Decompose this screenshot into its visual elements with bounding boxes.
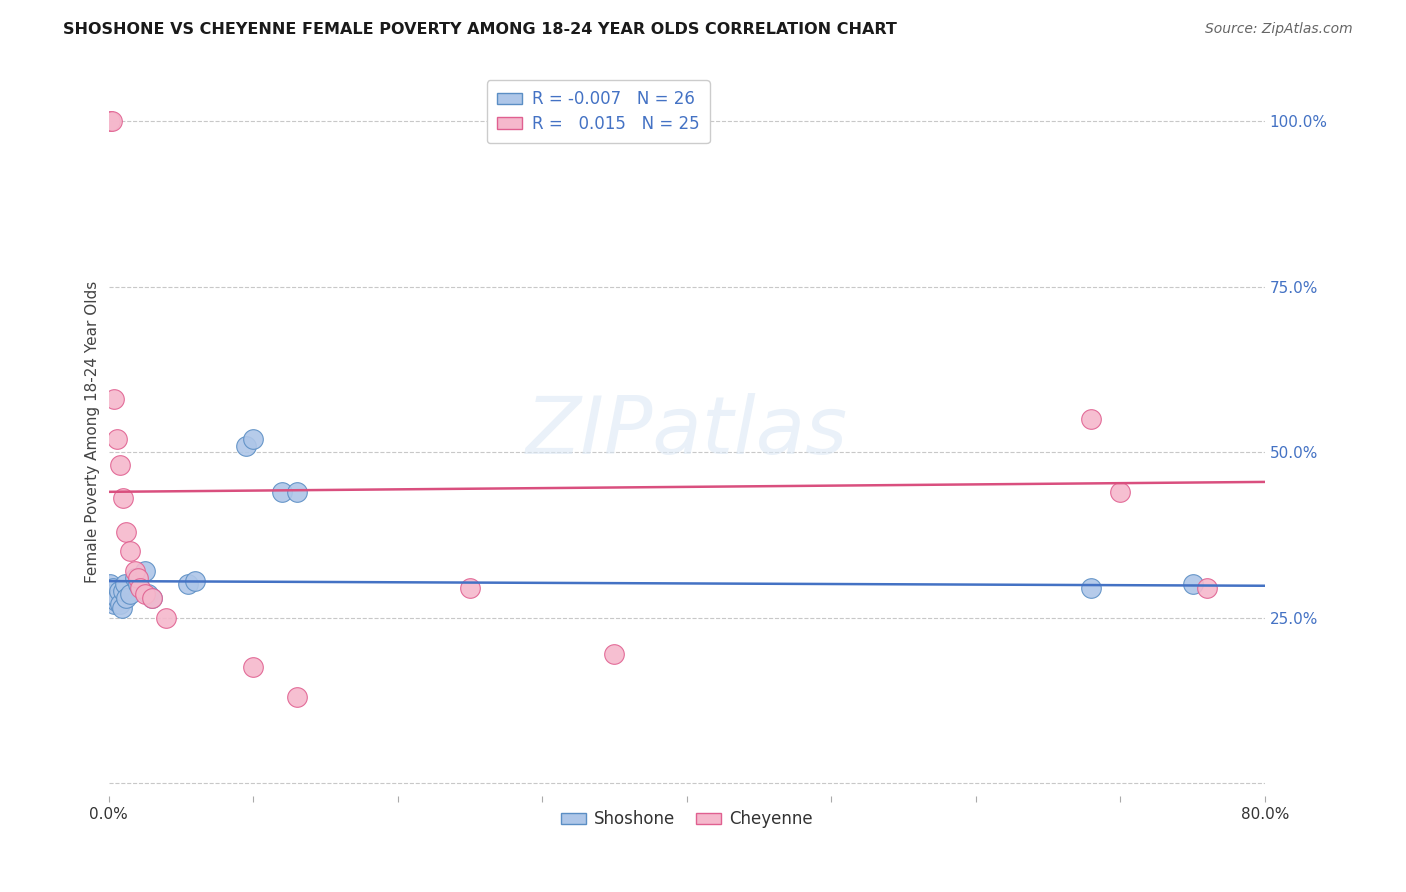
Point [1181, 577, 1204, 591]
Point [100, 587, 122, 601]
Point [103, 597, 125, 611]
Point [155, 610, 177, 624]
Point [108, 597, 131, 611]
Point [115, 524, 138, 539]
Text: ZIPatlas: ZIPatlas [526, 393, 848, 471]
Point [271, 484, 294, 499]
Point [127, 571, 149, 585]
Point [107, 584, 129, 599]
Point [129, 581, 152, 595]
Point [124, 571, 146, 585]
Point [458, 581, 481, 595]
Point [111, 600, 134, 615]
Point [112, 491, 135, 506]
Point [184, 574, 207, 588]
Point [103, 392, 125, 407]
Point [1197, 581, 1219, 595]
Point [101, 581, 124, 595]
Point [235, 438, 257, 452]
Text: Source: ZipAtlas.com: Source: ZipAtlas.com [1205, 22, 1353, 37]
Point [285, 690, 308, 704]
Point [98, 114, 121, 128]
Point [114, 577, 136, 591]
Point [112, 584, 135, 599]
Point [105, 432, 128, 446]
Point [242, 660, 264, 674]
Point [104, 594, 127, 608]
Point [1080, 412, 1102, 426]
Point [136, 587, 159, 601]
Point [134, 564, 156, 578]
Point [98, 577, 121, 591]
Point [141, 591, 163, 605]
Y-axis label: Female Poverty Among 18-24 Year Olds: Female Poverty Among 18-24 Year Olds [86, 281, 100, 583]
Point [108, 458, 131, 473]
Legend: Shoshone, Cheyenne: Shoshone, Cheyenne [554, 804, 820, 835]
Point [115, 591, 138, 605]
Point [242, 432, 264, 446]
Point [603, 647, 626, 661]
Point [285, 484, 308, 499]
Point [100, 114, 122, 128]
Point [141, 591, 163, 605]
Point [120, 544, 142, 558]
Point [1080, 581, 1102, 595]
Point [105, 591, 128, 605]
Point [134, 587, 156, 601]
Point [124, 564, 146, 578]
Point [177, 577, 200, 591]
Point [127, 577, 149, 591]
Point [1109, 484, 1132, 499]
Point [120, 587, 142, 601]
Text: SHOSHONE VS CHEYENNE FEMALE POVERTY AMONG 18-24 YEAR OLDS CORRELATION CHART: SHOSHONE VS CHEYENNE FEMALE POVERTY AMON… [63, 22, 897, 37]
